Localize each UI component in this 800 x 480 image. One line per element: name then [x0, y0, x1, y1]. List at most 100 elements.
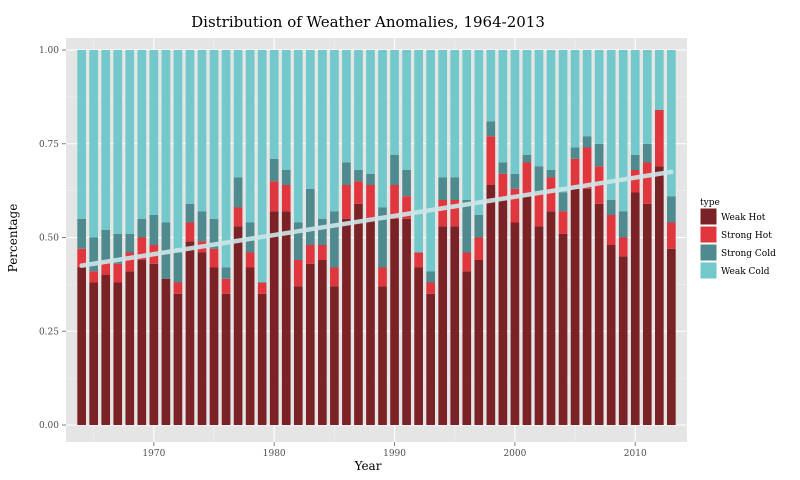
bar-strong-cold-1997	[474, 215, 484, 238]
bar-weak-hot-1975	[209, 267, 219, 425]
bar-strong-cold-1985	[330, 211, 339, 268]
bar-weak-hot-1982	[293, 286, 303, 425]
bar-weak-cold-1983	[305, 50, 315, 189]
bar-strong-hot-1997	[474, 237, 484, 260]
y-tick-label: 0.25	[39, 327, 59, 337]
bar-strong-hot-1999	[498, 173, 508, 200]
bar-strong-hot-2005	[570, 158, 580, 189]
trend-line-path	[79, 169, 674, 268]
x-tick-label: 1990	[383, 449, 406, 459]
bar-weak-cold-1975	[209, 50, 219, 219]
bar-weak-hot-2008	[606, 245, 616, 425]
legend-title: type	[700, 198, 720, 208]
bar-weak-hot-1976	[221, 293, 231, 425]
bar-strong-hot-1979	[257, 282, 267, 294]
bar-strong-hot-1987	[354, 181, 363, 204]
bar-weak-cold-1967	[113, 50, 123, 234]
bar-strong-cold-1980	[269, 158, 279, 182]
bar-weak-hot-1981	[281, 211, 291, 425]
bar-strong-cold-2011	[642, 143, 652, 163]
bar-weak-cold-1970	[149, 50, 159, 215]
bar-strong-hot-1992	[414, 252, 423, 268]
bar-strong-hot-2000	[510, 188, 520, 223]
bar-weak-cold-1973	[185, 50, 195, 204]
bar-weak-cold-1972	[173, 50, 183, 253]
bar-weak-cold-2007	[594, 50, 604, 144]
bar-weak-hot-1990	[390, 218, 399, 425]
bar-strong-cold-1975	[209, 218, 219, 249]
bar-weak-hot-2005	[570, 188, 580, 425]
legend-label-strong-hot: Strong Hot	[721, 231, 772, 241]
legend-swatch-weak-cold	[699, 261, 718, 280]
bar-weak-cold-2011	[642, 50, 652, 144]
bar-weak-hot-2000	[510, 222, 520, 425]
bar-weak-hot-1997	[474, 260, 484, 425]
bar-weak-hot-1996	[462, 271, 472, 425]
bar-strong-cold-1993	[426, 271, 435, 283]
bar-weak-hot-1967	[113, 282, 123, 425]
bar-strong-cold-1974	[197, 211, 207, 242]
bar-weak-hot-1978	[245, 267, 255, 425]
chart-title: Distribution of Weather Anomalies, 1964-…	[191, 13, 545, 31]
legend-swatch-strong-hot	[699, 225, 718, 244]
bar-weak-hot-1991	[402, 218, 411, 425]
bar-weak-cold-2001	[522, 50, 532, 155]
trend-line	[79, 169, 674, 268]
plot-panel	[66, 38, 687, 442]
bar-weak-hot-1969	[137, 260, 147, 425]
bar-strong-hot-2006	[582, 147, 592, 189]
bar-weak-hot-1983	[305, 263, 315, 425]
bar-strong-cold-1977	[233, 177, 243, 208]
bar-strong-hot-1976	[221, 278, 231, 294]
bar-strong-hot-1985	[330, 267, 339, 287]
bar-weak-hot-1966	[101, 275, 111, 425]
bar-weak-cold-2009	[618, 50, 628, 212]
y-axis-ticks: 0.00 0.25 0.50 0.75 1.00	[39, 46, 66, 431]
legend-label-strong-cold: Strong Cold	[721, 249, 776, 259]
bar-strong-cold-1972	[173, 252, 183, 283]
bar-strong-hot-1966	[101, 260, 111, 275]
y-tick-label: 0.75	[39, 140, 59, 150]
bar-strong-cold-1990	[390, 155, 399, 185]
y-tick-label: 1.00	[39, 46, 59, 56]
bar-weak-hot-1965	[89, 282, 99, 425]
bar-strong-hot-1998	[486, 136, 496, 185]
bar-strong-cold-1986	[342, 162, 351, 185]
x-axis-title: Year	[354, 459, 382, 473]
bar-weak-cold-2010	[630, 50, 640, 155]
bar-strong-cold-2004	[558, 192, 568, 212]
bar-weak-hot-2007	[594, 203, 604, 425]
bar-weak-hot-1970	[149, 263, 159, 425]
bar-strong-hot-1967	[113, 263, 123, 283]
bar-strong-cold-2007	[594, 143, 604, 167]
bar-weak-cold-1988	[366, 50, 375, 174]
bar-strong-hot-1982	[293, 260, 303, 287]
bar-weak-cold-1968	[125, 50, 135, 234]
bar-strong-cold-1988	[366, 173, 375, 185]
bar-strong-hot-1972	[173, 282, 183, 294]
y-axis-title: Percentage	[6, 204, 20, 273]
bar-weak-hot-2011	[642, 203, 652, 425]
bar-weak-cold-1981	[281, 50, 291, 170]
bar-weak-hot-2002	[534, 226, 544, 425]
y-tick-label: 0.00	[39, 421, 59, 431]
bar-strong-hot-1981	[281, 185, 291, 212]
legend-label-weak-cold: Weak Cold	[721, 267, 770, 277]
bar-strong-cold-1999	[498, 162, 508, 174]
bar-weak-hot-1986	[342, 218, 351, 425]
bar-strong-hot-1975	[209, 248, 219, 268]
bar-weak-cold-1991	[402, 50, 411, 170]
bar-weak-hot-1987	[354, 203, 363, 425]
bar-weak-cold-2003	[546, 50, 556, 170]
bar-weak-hot-1984	[318, 260, 327, 425]
bar-strong-hot-1983	[305, 245, 315, 264]
bar-strong-cold-1976	[221, 267, 231, 279]
bar-weak-cold-1974	[197, 50, 207, 212]
bar-weak-cold-1971	[161, 50, 171, 223]
bar-weak-hot-1992	[414, 267, 423, 425]
bar-weak-hot-1977	[233, 226, 243, 425]
bar-weak-cold-1994	[438, 50, 448, 178]
bar-weak-cold-1965	[89, 50, 99, 238]
bar-weak-hot-2013	[667, 248, 676, 425]
